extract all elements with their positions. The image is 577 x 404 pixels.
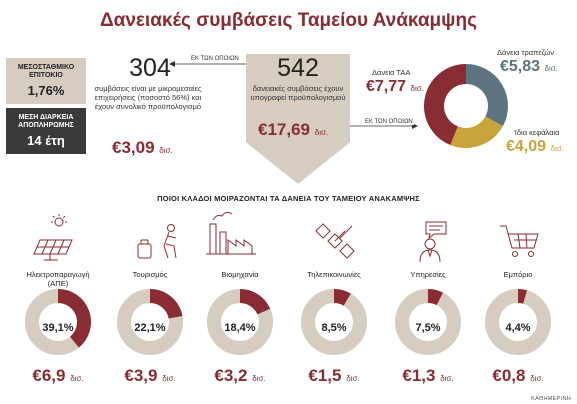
total-count: 542: [277, 54, 319, 82]
sector-amount: €1,5: [308, 366, 342, 385]
sector-name: Τουρισμός: [132, 270, 168, 279]
sector-name: Εμπόριο: [503, 270, 533, 279]
sector-amount: €3,9: [124, 366, 158, 385]
sector-percent-renewables: 39,1%: [18, 318, 98, 336]
sector-percent-tourism: 22,1%: [110, 318, 190, 336]
sector-percent: 4,4%: [505, 322, 531, 334]
sector-amount-suffix: δισ.: [346, 374, 360, 383]
shopping-cart-icon: [500, 225, 539, 257]
avg-rate-value: 1,76%: [27, 83, 65, 98]
donut-value-equity: €4,09 δισ.: [506, 138, 564, 156]
donut-slice-0: [424, 64, 467, 145]
sector-percent: 18,4%: [224, 322, 256, 334]
arrow-right-label: ΕΚ ΤΩΝ ΟΠΟΙΩΝ: [364, 119, 414, 125]
donut-value-equity-suffix: δισ.: [550, 144, 564, 153]
donut-value-rrf-num: €7,77: [366, 78, 407, 95]
sector-share-3: [333, 289, 351, 306]
donut-value-equity-num: €4,09: [506, 138, 547, 155]
donut-label-banks: Δάνεια τραπεζών: [497, 48, 555, 57]
sector-percent: 8,5%: [321, 322, 347, 334]
sector-amount: €0,8: [492, 366, 526, 385]
sector-amount-services: €1,3 δισ.: [388, 366, 468, 386]
sector-name: Υπηρεσίες: [410, 270, 446, 279]
donut-value-banks-suffix: δισ.: [544, 64, 558, 73]
sector-amount: €1,3: [402, 366, 436, 385]
avg-duration-box: ΜΕΣΗ ΔΙΑΡΚΕΙΑ ΑΠΟΠΛΗΡΩΜΗΣ 14 έτη: [6, 108, 86, 154]
sme-amount-value: €3,09: [112, 138, 155, 157]
sector-share-1: [149, 289, 183, 320]
total-amount: €17,69 δισ.: [258, 120, 328, 140]
source-credit: ΚΑΘΗΜΕΡΙΝΗ: [531, 396, 571, 402]
sector-commerce: Εμπόριο: [478, 270, 558, 279]
person-speech-icon: [419, 221, 447, 263]
avg-duration-label: ΜΕΣΗ ΔΙΑΡΚΕΙΑ ΑΠΟΠΛΗΡΩΜΗΣ: [18, 114, 74, 129]
sector-percent-commerce: 4,4%: [478, 318, 558, 336]
donut-label-equity: Ίδια κεφάλαια: [514, 128, 560, 137]
sector-percent-telecom: 8,5%: [294, 318, 374, 336]
sme-count: 304: [129, 54, 171, 82]
sector-name: Βιομηχανία: [221, 270, 259, 279]
sector-industry: Βιομηχανία: [200, 270, 280, 279]
page-title: Δανειακές συμβάσεις Ταμείου Ανάκαμψης: [100, 10, 477, 31]
sector-amount: €3,2: [214, 366, 248, 385]
solar-panel-icon: [33, 214, 73, 261]
avg-duration-value: 14 έτη: [27, 133, 65, 148]
sector-services: Υπηρεσίες: [388, 270, 468, 279]
sector-percent-industry: 18,4%: [200, 318, 280, 336]
sector-percent: 22,1%: [134, 322, 166, 334]
sector-amount-suffix: δισ.: [162, 374, 176, 383]
donut-value-banks: €5,83 δισ.: [500, 58, 558, 76]
sectors-title: ΠΟΙΟΙ ΚΛΑΔΟΙ ΜΟΙΡΑΖΟΝΤΑΙ ΤΑ ΔΑΝΕΙΑ ΤΟΥ Τ…: [157, 194, 420, 203]
avg-rate-label: ΜΕΣΟΣΤΑΘΜΙΚΟ ΕΠΙΤΟΚΙΟ: [17, 64, 75, 79]
sector-amount-renewables: €6,9 δισ.: [18, 366, 98, 386]
donut-value-rrf-suffix: δισ.: [410, 84, 424, 93]
sector-percent: 7,5%: [415, 322, 441, 334]
sme-amount-suffix: δισ.: [159, 146, 173, 155]
total-amount-value: €17,69: [258, 120, 310, 139]
sector-share-4: [427, 289, 443, 306]
donut-slice-2: [450, 115, 503, 148]
sector-renewables: Ηλεκτροπαραγωγή (ΑΠΕ): [18, 270, 98, 288]
arrow-left-head: [169, 61, 175, 67]
sector-amount-suffix: δισ.: [440, 374, 454, 383]
sector-name: Ηλεκτροπαραγωγή (ΑΠΕ): [26, 270, 90, 288]
sector-tourism: Τουρισμός: [110, 270, 190, 279]
donut-slice-1: [465, 64, 508, 127]
arrow-left-label: ΕΚ ΤΩΝ ΟΠΟΙΩΝ: [190, 56, 240, 62]
sector-amount-suffix: δισ.: [70, 374, 84, 383]
donut-value-rrf: €7,77 δισ.: [366, 78, 424, 96]
sme-description: συμβάσεις είναι με μικρομεσαίες επιχειρή…: [94, 84, 202, 111]
sector-name: Τηλεπικοινωνίες: [307, 270, 361, 279]
sector-amount-suffix: δισ.: [530, 374, 544, 383]
sector-share-5: [517, 289, 528, 304]
total-description: δανειακές συμβάσεις έχουν υπογραφεί προϋ…: [250, 84, 346, 102]
factory-icon: [206, 211, 256, 255]
sector-amount-suffix: δισ.: [252, 374, 266, 383]
sector-percent: 39,1%: [42, 322, 74, 334]
sector-amount-industry: €3,2 δισ.: [200, 366, 280, 386]
total-amount-suffix: δισ.: [314, 128, 329, 137]
sector-amount-commerce: €0,8 δισ.: [478, 366, 558, 386]
traveler-icon: [137, 224, 177, 259]
donut-value-banks-num: €5,83: [500, 58, 541, 75]
sme-amount: €3,09 δισ.: [112, 138, 173, 158]
donut-label-rrf: Δάνεια ΤΑΑ: [372, 68, 411, 77]
sector-amount-telecom: €1,5 δισ.: [294, 366, 374, 386]
sector-amount-tourism: €3,9 δισ.: [110, 366, 190, 386]
sector-share-2: [239, 289, 271, 315]
sector-amount: €6,9: [32, 366, 66, 385]
sector-share-0: [57, 289, 91, 348]
satellite-icon: [315, 223, 355, 259]
sector-percent-services: 7,5%: [388, 318, 468, 336]
avg-rate-box: ΜΕΣΟΣΤΑΘΜΙΚΟ ΕΠΙΤΟΚΙΟ 1,76%: [6, 58, 86, 104]
sector-telecom: Τηλεπικοινωνίες: [294, 270, 374, 279]
